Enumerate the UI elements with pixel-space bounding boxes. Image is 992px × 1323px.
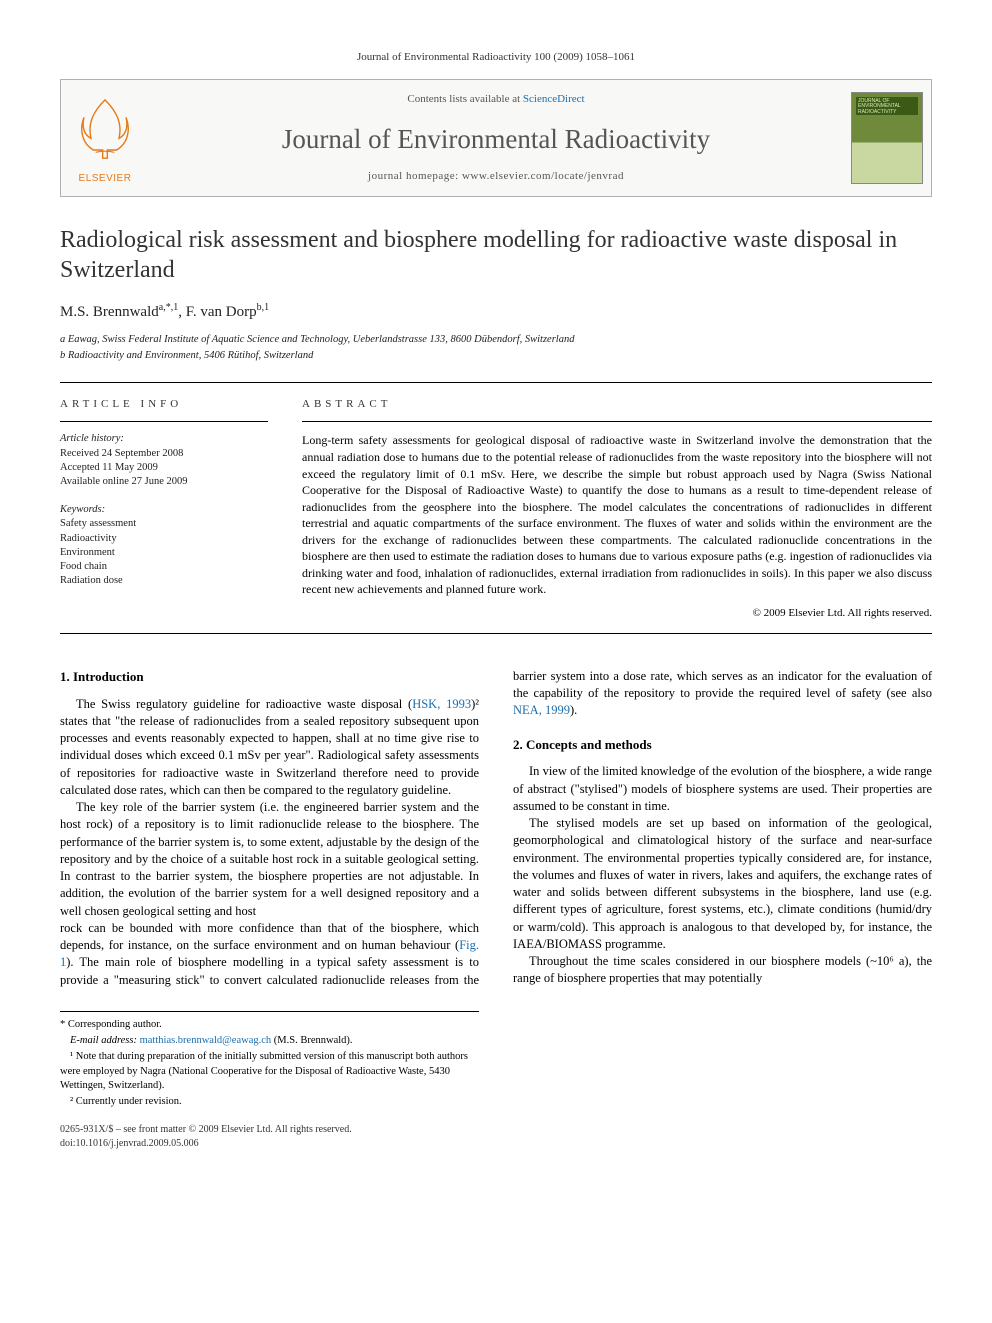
running-header: Journal of Environmental Radioactivity 1… [60,50,932,65]
body-paragraph: The key role of the barrier system (i.e.… [60,799,479,920]
contents-prefix: Contents lists available at [407,93,522,105]
history-online: Available online 27 June 2009 [60,475,268,489]
divider [60,633,932,634]
article-info-column: ARTICLE INFO Article history: Received 2… [60,383,268,621]
journal-homepage-line: journal homepage: www.elsevier.com/locat… [157,169,835,184]
section-1-heading: 1. Introduction [60,668,479,686]
footnote-1: ¹ Note that during preparation of the in… [60,1050,479,1093]
abstract-heading: ABSTRACT [302,383,932,423]
body-text: The Swiss regulatory guideline for radio… [76,697,412,711]
sciencedirect-link[interactable]: ScienceDirect [523,93,585,105]
cover-text-3: RADIOACTIVITY [858,109,896,115]
corresponding-author-note: * Corresponding author. [60,1018,479,1032]
author-email-link[interactable]: matthias.brennwald@eawag.ch [140,1035,272,1046]
publisher-name: ELSEVIER [70,172,140,186]
body-text: ). [570,703,577,717]
keyword-1: Safety assessment [60,517,268,531]
keyword-3: Environment [60,546,268,560]
journal-name: Journal of Environmental Radioactivity [157,121,835,157]
body-text: rock can be bounded with more confidence… [60,921,479,952]
author-2-sup: b,1 [257,302,270,313]
section-2-heading: 2. Concepts and methods [513,736,932,754]
body-text: )² states that "the release of radionucl… [60,697,479,797]
footnotes: * Corresponding author. E-mail address: … [60,1011,479,1109]
abstract-column: ABSTRACT Long-term safety assessments fo… [302,383,932,621]
history-label: Article history: [60,432,268,446]
body-paragraph: Throughout the time scales considered in… [513,953,932,988]
bottom-matter: 0265-931X/$ – see front matter © 2009 El… [60,1123,932,1150]
article-title: Radiological risk assessment and biosphe… [60,225,932,285]
homepage-prefix: journal homepage: [368,170,462,182]
article-info-heading: ARTICLE INFO [60,383,268,423]
abstract-text: Long-term safety assessments for geologi… [302,422,932,597]
journal-header-box: ELSEVIER Contents lists available at Sci… [60,79,932,197]
journal-cover-thumbnail: JOURNAL OF ENVIRONMENTAL RADIOACTIVITY [843,80,931,196]
citation-link-nea1999[interactable]: NEA, 1999 [513,703,570,717]
doi-line: doi:10.1016/j.jenvrad.2009.05.006 [60,1137,932,1151]
citation-link-hsk1993[interactable]: HSK, 1993 [412,697,471,711]
keyword-2: Radioactivity [60,532,268,546]
author-2: F. van Dorp [186,304,257,320]
history-accepted: Accepted 11 May 2009 [60,461,268,475]
footnote-2: ² Currently under revision. [60,1095,479,1109]
affiliation-a: a Eawag, Swiss Federal Institute of Aqua… [60,332,932,348]
author-1-sup: a,*,1 [159,302,178,313]
keyword-5: Radiation dose [60,574,268,588]
publisher-logo: ELSEVIER [61,80,149,196]
elsevier-tree-icon [70,90,140,168]
affiliation-b: b Radioactivity and Environment, 5406 Rü… [60,348,932,364]
article-body: 1. Introduction The Swiss regulatory gui… [60,668,932,989]
author-1: M.S. Brennwald [60,304,159,320]
front-matter-line: 0265-931X/$ – see front matter © 2009 El… [60,1123,932,1137]
history-received: Received 24 September 2008 [60,447,268,461]
author-list: M.S. Brennwalda,*,1, F. van Dorpb,1 [60,301,932,322]
keyword-4: Food chain [60,560,268,574]
keywords-label: Keywords: [60,503,268,517]
contents-available-line: Contents lists available at ScienceDirec… [157,92,835,107]
homepage-url[interactable]: www.elsevier.com/locate/jenvrad [462,170,624,182]
email-suffix: (M.S. Brennwald). [271,1035,352,1046]
affiliations: a Eawag, Swiss Federal Institute of Aqua… [60,332,932,364]
abstract-copyright: © 2009 Elsevier Ltd. All rights reserved… [302,606,932,621]
body-paragraph: The stylised models are set up based on … [513,815,932,953]
email-label: E-mail address: [70,1035,140,1046]
body-paragraph: In view of the limited knowledge of the … [513,763,932,815]
